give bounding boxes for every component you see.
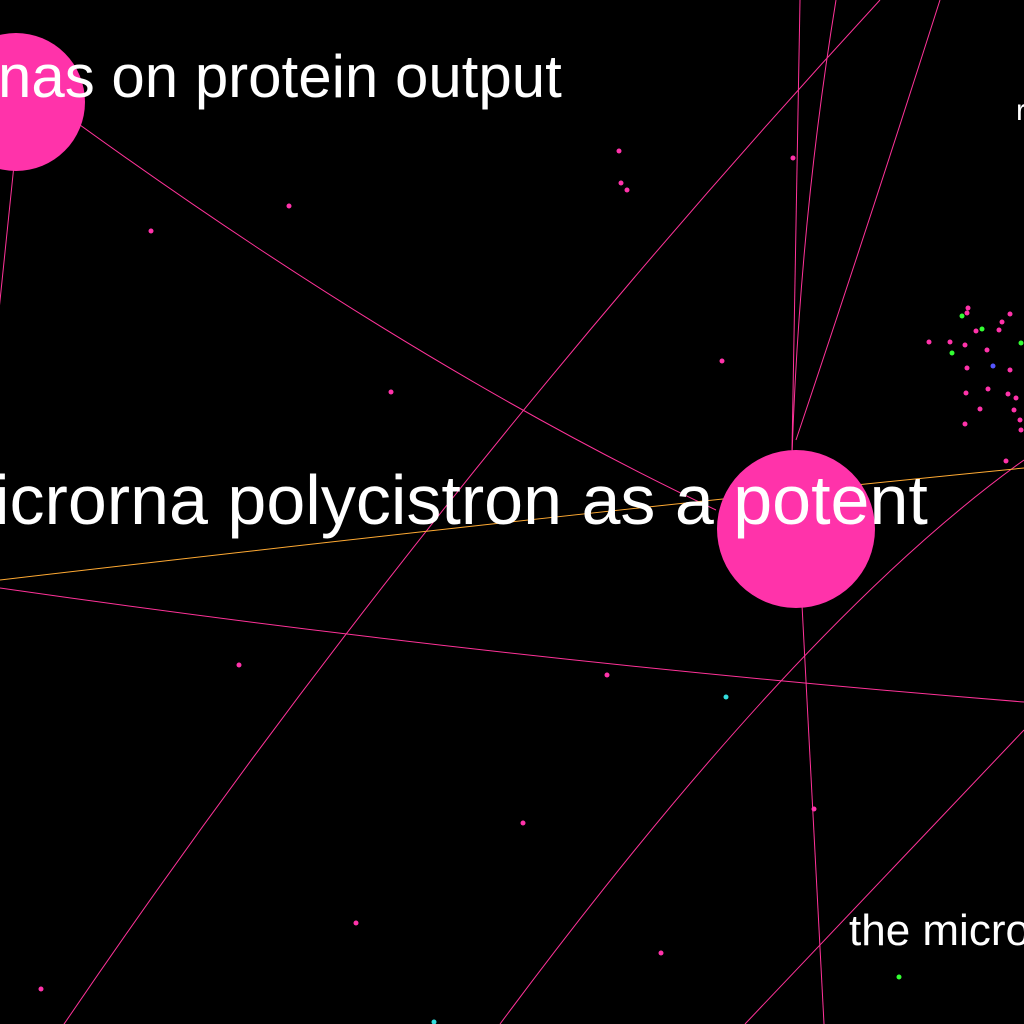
minor-node[interactable]	[604, 672, 610, 678]
minor-node[interactable]	[1017, 417, 1023, 423]
label-layer: nas on protein output icrorna polycistro…	[0, 43, 1024, 955]
edge-hub-downward	[801, 604, 825, 1024]
hub-node-layer	[0, 33, 875, 608]
minor-node[interactable]	[719, 358, 725, 364]
minor-node[interactable]	[1018, 427, 1024, 433]
minor-node[interactable]	[984, 347, 990, 353]
minor-node[interactable]	[624, 187, 630, 193]
minor-node[interactable]	[1007, 311, 1013, 317]
edge-hub-upward-right	[795, 0, 941, 441]
minor-node[interactable]	[965, 305, 971, 311]
node-label-edge-top-right: r	[1016, 94, 1024, 127]
minor-node[interactable]	[811, 806, 817, 812]
minor-node[interactable]	[286, 203, 292, 209]
minor-node[interactable]	[1007, 367, 1013, 373]
minor-node[interactable]	[431, 1019, 437, 1024]
minor-node[interactable]	[963, 390, 969, 396]
edge-bottom-right	[744, 729, 1024, 1024]
edge-vertical-through-hub	[791, 0, 837, 456]
minor-node[interactable]	[618, 180, 624, 186]
minor-node[interactable]	[985, 386, 991, 392]
minor-node[interactable]	[964, 310, 970, 316]
minor-node[interactable]	[947, 339, 953, 345]
minor-node[interactable]	[1005, 391, 1011, 397]
minor-node[interactable]	[1013, 395, 1019, 401]
node-label-polycistron: icrorna polycistron as a potent	[0, 461, 928, 539]
edge-highlight-horizontal	[0, 467, 1024, 581]
minor-node[interactable]	[1018, 340, 1024, 346]
minor-node[interactable]	[723, 694, 729, 700]
edge-vertical-near-hub	[791, 0, 801, 451]
minor-node-layer	[38, 148, 1024, 1024]
minor-node[interactable]	[658, 950, 664, 956]
minor-node[interactable]	[996, 327, 1002, 333]
edge-horizontal-lower	[0, 587, 1024, 703]
hub-node-top-left[interactable]	[0, 33, 85, 171]
minor-node[interactable]	[38, 986, 44, 992]
minor-node[interactable]	[926, 339, 932, 345]
edge-hub-top-left-to-hub-center	[79, 124, 717, 511]
minor-node[interactable]	[949, 350, 955, 356]
minor-node[interactable]	[353, 920, 359, 926]
minor-node[interactable]	[973, 328, 979, 334]
minor-node[interactable]	[999, 319, 1005, 325]
hub-node-center[interactable]	[717, 450, 875, 608]
node-label-protein-output: nas on protein output	[0, 43, 562, 110]
minor-node[interactable]	[148, 228, 154, 234]
minor-node[interactable]	[962, 342, 968, 348]
minor-node[interactable]	[979, 326, 985, 332]
minor-node[interactable]	[896, 974, 902, 980]
minor-node[interactable]	[1003, 458, 1009, 464]
minor-node[interactable]	[616, 148, 622, 154]
minor-node[interactable]	[990, 363, 996, 369]
minor-node[interactable]	[964, 365, 970, 371]
minor-node[interactable]	[520, 820, 526, 826]
minor-node[interactable]	[959, 313, 965, 319]
minor-node[interactable]	[790, 155, 796, 161]
node-label-micro: the micro	[849, 906, 1024, 955]
edge-long-diagonal-left	[63, 0, 881, 1024]
edge-hub-top-left-down	[0, 164, 15, 306]
minor-node[interactable]	[977, 406, 983, 412]
minor-node[interactable]	[388, 389, 394, 395]
minor-node[interactable]	[962, 421, 968, 427]
minor-node[interactable]	[1011, 407, 1017, 413]
minor-node[interactable]	[236, 662, 242, 668]
